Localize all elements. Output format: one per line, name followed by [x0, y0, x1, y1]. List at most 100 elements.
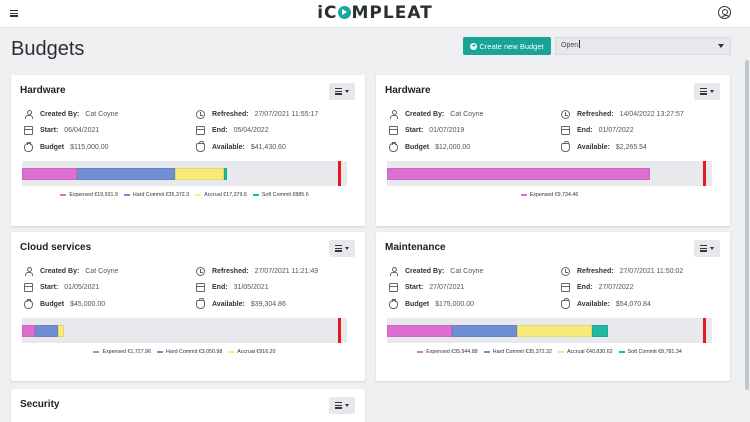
- card-menu-button[interactable]: [694, 83, 720, 100]
- field-value: Cat Coyne: [450, 268, 484, 275]
- page-scrollbar-thumb[interactable]: [745, 60, 749, 390]
- bar-segment-soft-commit[interactable]: [223, 168, 227, 180]
- bar-segment-expensed[interactable]: [22, 168, 78, 180]
- budget-card: Hardware Created By: Cat Coyne Refreshed…: [11, 75, 365, 226]
- legend-item[interactable]: Hard Commit €35,372.3: [123, 192, 190, 198]
- legend-item[interactable]: Accrual €40,830.62: [557, 349, 613, 355]
- legend-item[interactable]: Hard Commit €35,372.32: [483, 349, 552, 355]
- field-label: End:: [212, 127, 228, 134]
- calendar-icon: [561, 126, 570, 135]
- card-menu-button[interactable]: [694, 240, 720, 257]
- field-value: Cat Coyne: [450, 111, 484, 118]
- user-account-icon[interactable]: [718, 6, 731, 19]
- field-value: $12,000.00: [435, 144, 471, 151]
- card-menu-button[interactable]: [329, 240, 355, 257]
- field-created-by: Created By: Cat Coyne: [24, 267, 118, 276]
- bar-segment-expensed[interactable]: [387, 325, 452, 337]
- legend-item[interactable]: Expensed €35,944.88: [417, 349, 478, 355]
- field-label: Available:: [577, 144, 610, 151]
- clock-icon: [196, 110, 205, 119]
- create-new-budget-button[interactable]: + Create new Budget: [463, 37, 551, 55]
- piggy-bank-icon: [389, 142, 398, 152]
- bar-segment-soft-commit[interactable]: [591, 325, 609, 337]
- field-value: Cat Coyne: [85, 268, 119, 275]
- legend-label: Accrual €40,830.62: [566, 349, 613, 355]
- legend-item[interactable]: Accrual €17,379.6: [195, 192, 247, 198]
- field-label: End:: [212, 284, 228, 291]
- field-created-by: Created By: Cat Coyne: [389, 110, 483, 119]
- legend-label: Hard Commit €35,372.3: [132, 192, 190, 198]
- text-cursor: [579, 40, 581, 48]
- field-value: Cat Coyne: [85, 111, 119, 118]
- user-icon: [389, 267, 398, 276]
- field-created-by: Created By: Cat Coyne: [389, 267, 483, 276]
- legend-item[interactable]: Expensed €9,734.46: [520, 192, 578, 198]
- calendar-icon: [389, 283, 398, 292]
- bar-legend: Expensed €1,727.96 Hard Commit €3,050.98…: [22, 349, 347, 355]
- card-title: Hardware: [385, 85, 431, 96]
- piggy-bank-icon: [389, 299, 398, 309]
- bar-segment-hard-commit[interactable]: [35, 325, 58, 337]
- field-start-date: Start: 27/07/2021: [389, 283, 464, 292]
- field-value: 01/07/2022: [598, 127, 634, 134]
- budget-limit-marker: [703, 161, 706, 186]
- card-menu-button[interactable]: [329, 397, 355, 414]
- bar-segment-accrual[interactable]: [517, 325, 592, 337]
- bar-segment-hard-commit[interactable]: [452, 325, 517, 337]
- field-value: 27/07/2022: [598, 284, 634, 291]
- budget-limit-marker: [703, 318, 706, 343]
- calendar-icon: [389, 126, 398, 135]
- bar-segment-accrual[interactable]: [174, 168, 224, 180]
- card-menu-button[interactable]: [329, 83, 355, 100]
- field-value: 05/04/2022: [233, 127, 269, 134]
- budget-card: Security: [11, 389, 365, 422]
- legend-swatch: [417, 351, 424, 353]
- field-label: Refreshed:: [577, 268, 614, 275]
- bar-segment-expensed[interactable]: [22, 325, 35, 337]
- caret-down-icon: [710, 247, 714, 250]
- budget-limit-marker: [338, 161, 341, 186]
- field-budget-amount: Budget $115,000.00: [24, 142, 109, 152]
- legend-item[interactable]: Expensed €19,931.9: [60, 192, 118, 198]
- legend-label: Hard Commit €35,372.32: [492, 349, 552, 355]
- legend-label: Expensed €19,931.9: [69, 192, 118, 198]
- legend-item[interactable]: Soft Commit €885.6: [252, 192, 309, 198]
- legend-item[interactable]: Hard Commit €3,050.98: [157, 349, 222, 355]
- field-end-date: End: 31/05/2021: [196, 283, 269, 292]
- bar-segment-hard-commit[interactable]: [77, 168, 175, 180]
- create-new-budget-label: Create new Budget: [479, 41, 544, 51]
- field-end-date: End: 27/07/2022: [561, 283, 634, 292]
- field-label: Created By:: [40, 111, 80, 118]
- field-created-by: Created By: Cat Coyne: [24, 110, 118, 119]
- field-budget-amount: Budget $12,000.00: [389, 142, 471, 152]
- status-filter-select[interactable]: Open: [555, 37, 731, 55]
- caret-down-icon: [345, 404, 349, 407]
- top-navbar: iC MPLEAT: [0, 0, 750, 28]
- bar-segment-expensed[interactable]: [387, 168, 651, 180]
- field-budget-amount: Budget $45,000.00: [24, 299, 105, 309]
- user-icon: [24, 110, 33, 119]
- field-available-amount: Available: $2,265.54: [561, 141, 647, 152]
- card-title: Cloud services: [20, 242, 92, 253]
- app-logo[interactable]: iC MPLEAT: [317, 3, 433, 23]
- field-end-date: End: 01/07/2022: [561, 126, 634, 135]
- field-label: Start:: [40, 284, 59, 291]
- budget-progress-bar: [387, 318, 712, 343]
- legend-swatch: [123, 194, 130, 196]
- field-start-date: Start: 06/04/2021: [24, 126, 99, 135]
- list-menu-icon: [335, 88, 342, 96]
- bar-segment-accrual[interactable]: [57, 325, 65, 337]
- legend-item[interactable]: Soft Commit €8,781.34: [618, 349, 682, 355]
- hamburger-menu-icon[interactable]: [10, 10, 18, 17]
- budget-limit-marker: [338, 318, 341, 343]
- legend-item[interactable]: Expensed €1,727.96: [93, 349, 151, 355]
- legend-swatch: [618, 351, 625, 353]
- legend-item[interactable]: Accrual €916.20: [228, 349, 276, 355]
- field-end-date: End: 05/04/2022: [196, 126, 269, 135]
- legend-swatch: [195, 194, 202, 196]
- legend-swatch: [93, 351, 100, 353]
- bar-legend: Expensed €9,734.46: [387, 192, 712, 198]
- field-label: Available:: [577, 301, 610, 308]
- field-label: Available:: [212, 144, 245, 151]
- calendar-icon: [196, 126, 205, 135]
